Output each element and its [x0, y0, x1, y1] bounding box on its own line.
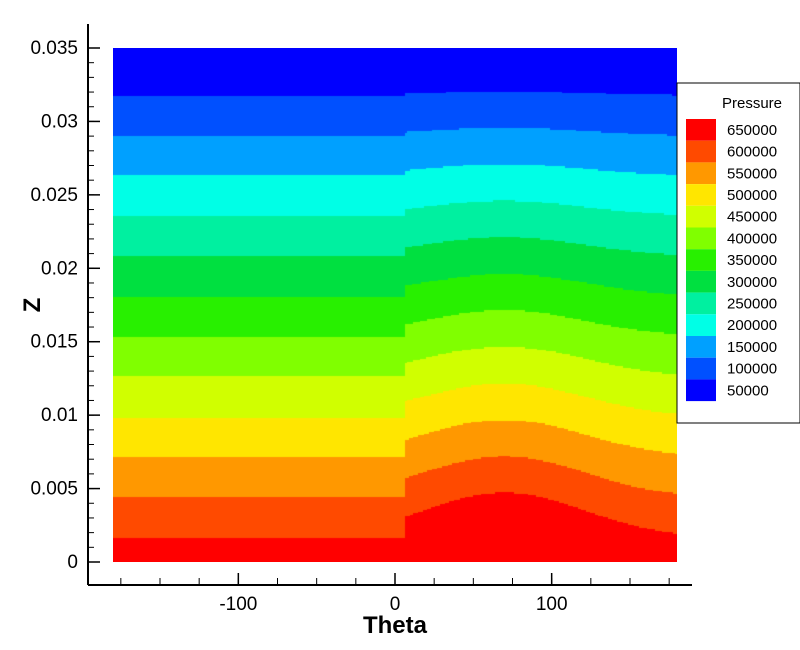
legend-swatch [686, 336, 716, 358]
axes: 0 0.005 0.01 0.015 0.02 0.025 0.03 0.035 -100 0 10… [30, 24, 692, 615]
y-tick-label: 0.01 [41, 405, 78, 426]
y-tick-label: 0 [67, 552, 78, 573]
legend-label: 250000 [727, 295, 777, 312]
y-axis-title: Z [19, 298, 46, 313]
legend-swatch [686, 249, 716, 271]
legend-swatch [686, 314, 716, 336]
y-tick-label: 0.015 [30, 332, 78, 353]
legend-label: 500000 [727, 187, 777, 204]
legend-label: 600000 [727, 144, 777, 161]
contour-field [113, 48, 677, 562]
x-tick-label: -100 [219, 594, 257, 615]
legend-swatch [686, 292, 716, 315]
legend-label: 550000 [727, 165, 777, 182]
legend-swatch [686, 227, 716, 250]
legend: Pressure 650000 600000 550000 500000 450000 4… [676, 82, 800, 424]
legend-label: 100000 [727, 361, 777, 378]
y-tick-label: 0.03 [41, 111, 78, 132]
y-tick-label: 0.035 [30, 38, 78, 59]
y-tick-label: 0.005 [30, 479, 78, 500]
legend-title: Pressure [722, 95, 782, 112]
legend-label: 200000 [727, 317, 777, 334]
legend-swatch [686, 140, 716, 163]
legend-label: 50000 [727, 382, 769, 399]
x-tick-label: 100 [536, 594, 568, 615]
legend-label: 150000 [727, 339, 777, 356]
legend-swatch [686, 379, 716, 402]
legend-swatch [686, 357, 716, 380]
plot-area [113, 48, 677, 562]
legend-swatch [686, 119, 716, 141]
legend-swatch [686, 184, 716, 206]
legend-label: 400000 [727, 230, 777, 247]
legend-label: 450000 [727, 209, 777, 226]
legend-swatch [686, 270, 716, 293]
x-tick-label: 0 [390, 594, 401, 615]
legend-swatch [686, 162, 716, 185]
y-tick-label: 0.025 [30, 185, 78, 206]
legend-swatch [686, 205, 716, 228]
legend-label: 300000 [727, 274, 777, 291]
legend-label: 350000 [727, 252, 777, 269]
x-axis-title: Theta [363, 612, 428, 639]
legend-label: 650000 [727, 122, 777, 139]
y-tick-label: 0.02 [41, 258, 78, 279]
